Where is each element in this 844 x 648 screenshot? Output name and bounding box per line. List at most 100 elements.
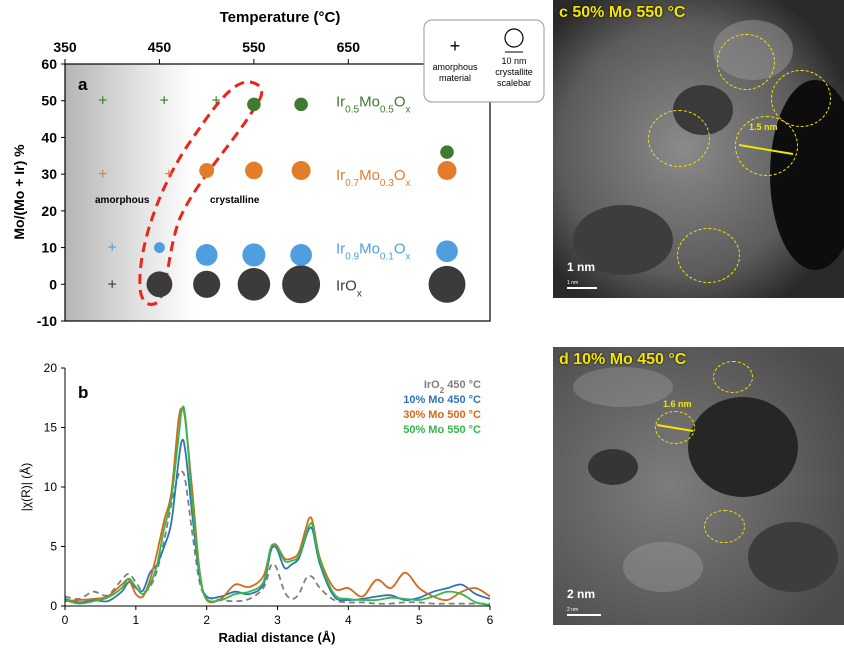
y-tick: 20 [44,361,65,375]
panel-b-line-chart: 0 1 2 3 4 5 6 0 5 10 15 20 b Radial distance (Å) |… [18,361,494,645]
panel-b-label: b [78,383,88,402]
series-0: + [108,265,321,304]
x-tick: 1 [132,606,139,627]
crystallite-marker [195,244,218,266]
legend-series-label: Ir0.7Mo0.3Ox [336,167,411,189]
crystallite-ring [677,228,740,283]
series-1: + [108,240,312,267]
crystallite-ring [735,116,798,176]
crystallite-ring [655,411,695,444]
y-tick: 10 [44,480,65,494]
measurement-arrow [738,144,794,155]
y-tick-label: 40 [41,129,57,145]
micrograph-d: d 10% Mo 450 °C 1.6 nm 2 nm 2 nm [553,347,844,625]
y-tick: 10 [41,240,65,256]
x-tick-label: 2 [203,613,210,627]
micrograph-d-scalebar-small: 2 nm [567,607,579,613]
annotation-crystalline: crystalline [210,195,260,206]
y-tick-label: 10 [44,480,58,494]
crystallite-marker [282,265,321,304]
y-tick: 30 [41,166,65,182]
y-tick-label: 20 [41,203,57,219]
panel-a-scatter: +++++++ 350450550650750 -100102030405060… [11,9,545,329]
y-tick: 0 [50,599,65,613]
panel-b-xlabel: Radial distance (Å) [218,630,335,645]
x-tick: 2 [203,606,210,627]
crystallite-marker [154,242,165,253]
series-3: + + + [98,93,308,112]
x-tick: 5 [416,606,423,627]
legend-scalebar-line-2: crystallite [495,67,533,77]
amorphous-marker: + [108,276,117,293]
series-line-0 [64,469,490,605]
series-line-3 [64,405,491,606]
panel-a-ylabel: Mo/(Mo + Ir) % [11,144,27,240]
legend-scalebar-line-3: scalebar [497,78,531,88]
crystallite-ring [771,70,831,127]
y-tick: -10 [37,313,65,329]
crystallite-marker [290,244,312,266]
y-tick: 0 [49,276,65,292]
crystallite-marker [146,271,173,298]
x-tick-label: 650 [337,39,361,55]
crystallite-ring [704,510,745,543]
figure: +++++++ 350450550650750 -100102030405060… [11,9,545,645]
x-tick: 4 [345,606,352,627]
x-tick: 0 [62,606,69,627]
amorphous-marker: + [211,93,220,110]
series-2: + + [98,160,311,183]
legend-reference-circle [428,265,466,303]
crystallite-marker [242,243,266,267]
micrograph-d-scalebar-label: 2 nm [567,587,596,601]
amorphous-shading [65,64,195,321]
crystallite-marker [237,268,271,301]
crystallite-marker [199,163,215,178]
legend-entry: 10% Mo 450 °C [403,394,481,406]
legend-reference-circle [437,160,457,180]
x-tick-label: 3 [274,613,281,627]
panel-a-xlabel: Temperature (°C) [220,9,341,26]
y-tick-label: 60 [41,56,57,72]
x-tick: 650 [337,39,361,64]
crystallite-ring [717,34,775,90]
crystallite-marker [245,161,263,180]
y-tick-label: -10 [37,313,57,329]
amorphous-marker: + [159,93,168,110]
x-tick: 6 [487,606,494,627]
x-tick: 450 [148,39,172,64]
y-tick: 50 [41,93,65,109]
x-tick-label: 550 [242,39,266,55]
x-tick: 350 [53,39,77,64]
crystallinity-boundary [138,80,264,306]
y-tick: 60 [41,56,65,72]
y-tick-label: 15 [44,421,58,435]
marker-legend-box: + amorphous material 10 nm crystallite s… [423,19,545,103]
y-tick: 5 [50,540,65,554]
legend-amorphous-line-1: amorphous [432,62,478,72]
legend-entry: 50% Mo 550 °C [403,424,481,436]
x-tick: 3 [274,606,281,627]
y-tick-label: 5 [50,540,57,554]
micrograph-c-scalebar [567,287,597,289]
legend-amorphous-line-2: material [439,73,471,83]
legend-reference-circle [440,145,454,159]
y-tick-label: 0 [49,276,57,292]
x-tick-label: 450 [148,39,172,55]
y-tick: 15 [44,421,65,435]
measurement-label: 1.6 nm [663,399,692,409]
micrograph-c-title: c 50% Mo 550 °C [559,4,686,21]
amorphous-marker: + [108,240,117,257]
y-tick-label: 50 [41,93,57,109]
y-tick: 20 [41,203,65,219]
crystallite-marker [291,160,311,180]
micrograph-c-scalebar-label: 1 nm [567,260,596,274]
legend-series-label: Ir0.9Mo0.1Ox [336,241,411,262]
measurement-label: 1.5 nm [749,122,778,132]
x-tick-label: 1 [132,613,139,627]
y-tick-label: 0 [50,599,57,613]
x-tick-label: 5 [416,613,423,627]
crystallite-marker [193,270,221,298]
panel-b-ylabel: |χ(R)| (Å) [18,463,33,512]
x-tick-label: 4 [345,613,352,627]
legend-series-label: Ir0.5Mo0.5Ox [336,94,411,116]
